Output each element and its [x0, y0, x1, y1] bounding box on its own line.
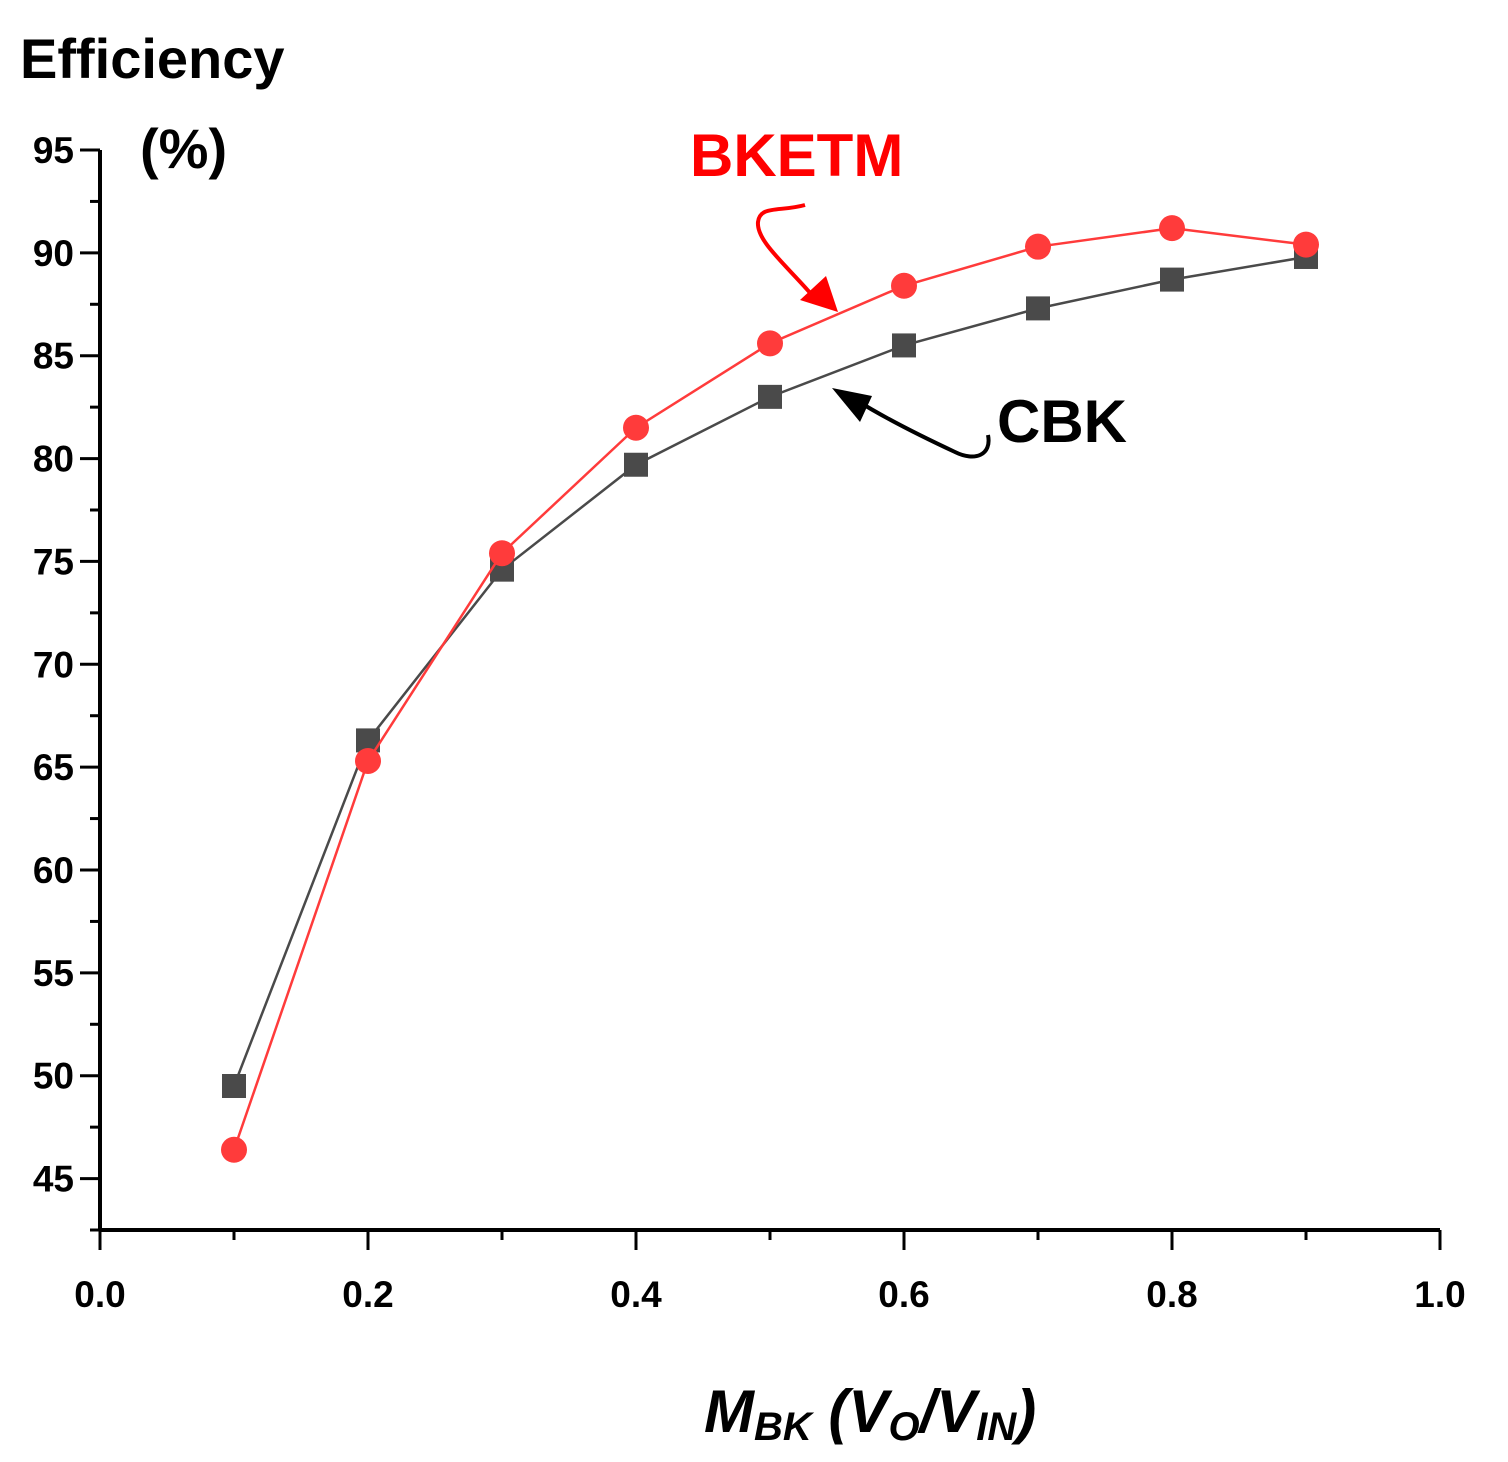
data-point-circle — [1293, 231, 1319, 258]
data-point-square — [892, 333, 916, 358]
x-tick-label: 0.0 — [74, 1274, 125, 1315]
series-label-cbk: CBK — [997, 388, 1127, 455]
series-line — [232, 255, 1307, 1087]
data-point-circle — [355, 747, 381, 774]
series-cbk — [222, 244, 1318, 1098]
y-ticks: 45 50 55 60 65 70 75 80 85 90 95 — [33, 130, 100, 1232]
data-point-square — [624, 452, 648, 477]
x-tick-label: 0.6 — [878, 1274, 929, 1315]
data-point-square — [222, 1074, 246, 1098]
x-tick-label: 0.8 — [1146, 1274, 1197, 1315]
data-point-circle — [1025, 233, 1051, 260]
data-point-square — [1026, 296, 1050, 321]
series-line — [232, 226, 1307, 1151]
y-tick-label: 85 — [33, 336, 74, 377]
series-bketm — [221, 215, 1319, 1163]
data-point-circle — [623, 414, 649, 441]
series-label-bketm: BKETM — [690, 122, 903, 189]
y-tick-label: 45 — [33, 1159, 74, 1200]
x-axis-label: MBK (VO/VIN) — [704, 1378, 1036, 1449]
y-tick-label: 95 — [33, 130, 74, 171]
x-ticks: 0.0 0.2 0.4 0.6 0.8 1.0 — [74, 1230, 1466, 1315]
x-tick-label: 1.0 — [1414, 1274, 1465, 1315]
data-point-square — [1160, 267, 1184, 292]
y-tick-label: 65 — [33, 747, 74, 788]
data-point-circle — [221, 1136, 247, 1163]
data-point-circle — [757, 330, 783, 357]
y-tick-label: 75 — [33, 541, 74, 582]
data-point-circle — [489, 540, 515, 567]
y-tick-label: 60 — [33, 850, 74, 891]
y-tick-label: 55 — [33, 953, 74, 994]
y-tick-label: 80 — [33, 439, 74, 480]
y-tick-label: 70 — [33, 644, 74, 685]
cbk-arrow — [832, 388, 991, 459]
y-axis-label-line2: (%) — [140, 117, 227, 180]
y-axis-label-line1: Efficiency — [20, 27, 285, 90]
y-tick-label: 90 — [33, 233, 74, 274]
x-tick-label: 0.2 — [342, 1274, 393, 1315]
y-tick-label: 50 — [33, 1056, 74, 1097]
x-tick-label: 0.4 — [610, 1274, 662, 1315]
axes — [98, 150, 1440, 1232]
data-point-circle — [1159, 215, 1185, 242]
bketm-arrow — [755, 203, 838, 312]
data-point-circle — [891, 272, 917, 299]
data-point-square — [758, 384, 782, 409]
